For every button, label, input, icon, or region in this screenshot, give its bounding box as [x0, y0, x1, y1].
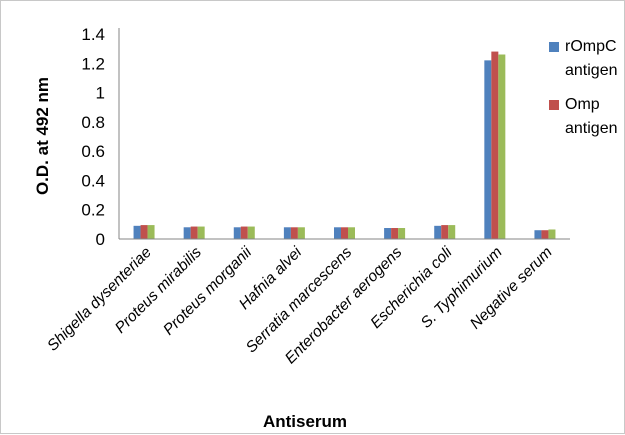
bar-2-1	[140, 225, 148, 239]
bar-3-9	[548, 229, 556, 239]
bar-3-5	[348, 227, 355, 239]
bar-3-4	[297, 227, 305, 239]
y-tick-label: 0.2	[81, 201, 105, 220]
bar-1-9	[534, 230, 542, 239]
y-axis-title: O.D. at 492 nm	[33, 77, 52, 195]
legend-label-2: Omp	[565, 96, 600, 113]
bar-1-2	[183, 227, 191, 239]
bar-2-6	[391, 228, 399, 239]
legend-label-2: antigen	[565, 120, 618, 137]
bar-2-5	[341, 227, 348, 239]
bar-3-8	[498, 54, 506, 239]
bar-1-7	[434, 225, 442, 239]
y-axis-ticks: 0 0.2 0.4 0.6 0.8 1 1.2 1.4	[81, 25, 105, 249]
bar-2-3	[240, 226, 248, 239]
bar-2-7	[441, 225, 449, 239]
bar-2-8	[491, 51, 499, 240]
x-tick-label: Proteus mirabilis	[112, 244, 205, 337]
bar-3-7	[448, 225, 456, 239]
legend-swatch-2	[549, 100, 559, 110]
legend-swatch-1	[549, 42, 559, 52]
bar-2-9	[541, 230, 549, 239]
bars	[133, 51, 556, 240]
y-tick-label: 0	[96, 230, 105, 249]
axes	[118, 28, 570, 240]
bar-3-2	[197, 226, 205, 239]
bar-1-6	[384, 228, 392, 239]
bar-2-4	[290, 227, 298, 239]
y-tick-label: 1.4	[81, 25, 105, 44]
bar-3-6	[398, 228, 406, 239]
bar-1-3	[233, 227, 241, 239]
bar-1-4	[283, 227, 291, 239]
y-tick-label: 0.6	[81, 142, 105, 161]
bar-1-8	[484, 60, 492, 239]
bar-1-1	[133, 225, 141, 239]
legend-label-1: rOmpC	[565, 38, 617, 55]
y-tick-label: 0.8	[81, 113, 105, 132]
bar-3-3	[247, 226, 255, 239]
legend: rOmpC antigen Omp antigen	[549, 38, 618, 137]
bar-1-5	[334, 227, 341, 239]
y-tick-label: 1	[96, 84, 105, 103]
bar-2-2	[190, 226, 198, 239]
y-tick-label: 1.2	[81, 54, 105, 73]
legend-label-1: antigen	[565, 62, 618, 79]
x-axis-title: Antiserum	[263, 412, 347, 431]
x-tick-label: Proteus morganii	[160, 243, 255, 338]
bar-3-1	[147, 225, 155, 239]
y-tick-label: 0.4	[81, 171, 105, 190]
